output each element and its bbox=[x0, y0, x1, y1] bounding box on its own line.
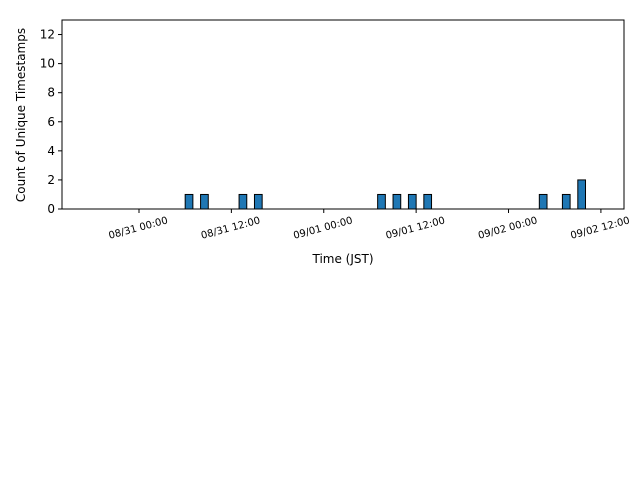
x-axis-label: Time (JST) bbox=[311, 252, 373, 266]
bar-10 bbox=[577, 179, 587, 210]
bar-5 bbox=[392, 193, 402, 210]
plot-frame bbox=[61, 19, 625, 210]
x-tick-label: 09/02 00:00 bbox=[477, 215, 539, 241]
bar-7 bbox=[423, 193, 433, 210]
bar-0 bbox=[184, 193, 194, 210]
bar-2 bbox=[238, 193, 248, 210]
bar-9 bbox=[561, 193, 571, 210]
x-tick-label: 08/31 00:00 bbox=[108, 215, 170, 241]
bar-8 bbox=[538, 193, 548, 210]
x-tick-label: 09/02 12:00 bbox=[569, 215, 631, 241]
bar-1 bbox=[200, 193, 209, 210]
x-tick-label: 08/31 12:00 bbox=[200, 215, 262, 241]
y-tick-label: 8 bbox=[47, 86, 55, 100]
y-tick-label: 6 bbox=[47, 115, 55, 129]
bar-6 bbox=[407, 193, 417, 210]
bar-3 bbox=[253, 193, 263, 210]
y-tick-label: 12 bbox=[40, 28, 55, 42]
y-tick-label: 0 bbox=[47, 202, 55, 216]
x-tick-label: 09/01 00:00 bbox=[292, 215, 354, 241]
y-tick-label: 10 bbox=[40, 57, 55, 71]
bar-4 bbox=[377, 193, 386, 210]
y-tick-label: 2 bbox=[47, 173, 55, 187]
x-axis: 08/31 00:00 08/31 12:00 09/01 00:00 09/01 1… bbox=[108, 209, 631, 242]
x-tick-label: 09/01 12:00 bbox=[385, 215, 447, 241]
bars-layer bbox=[184, 179, 587, 210]
y-tick-label: 4 bbox=[47, 144, 55, 158]
y-axis: 0 2 4 6 8 10 12 bbox=[40, 28, 62, 216]
y-axis-label: Count of Unique Timestamps bbox=[14, 28, 28, 202]
